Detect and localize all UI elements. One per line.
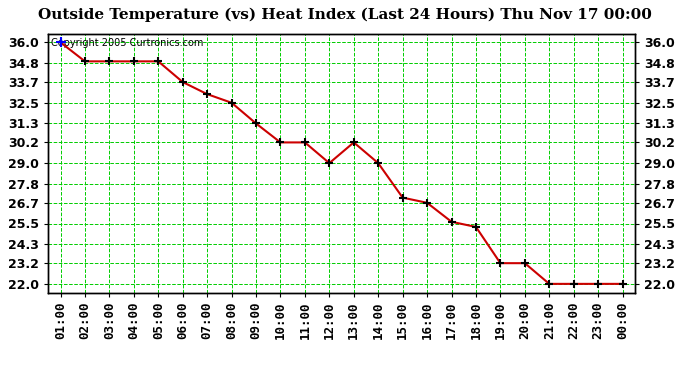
- Text: Outside Temperature (vs) Heat Index (Last 24 Hours) Thu Nov 17 00:00: Outside Temperature (vs) Heat Index (Las…: [38, 8, 652, 22]
- Text: Copyright 2005 Curtronics.com: Copyright 2005 Curtronics.com: [51, 38, 204, 48]
